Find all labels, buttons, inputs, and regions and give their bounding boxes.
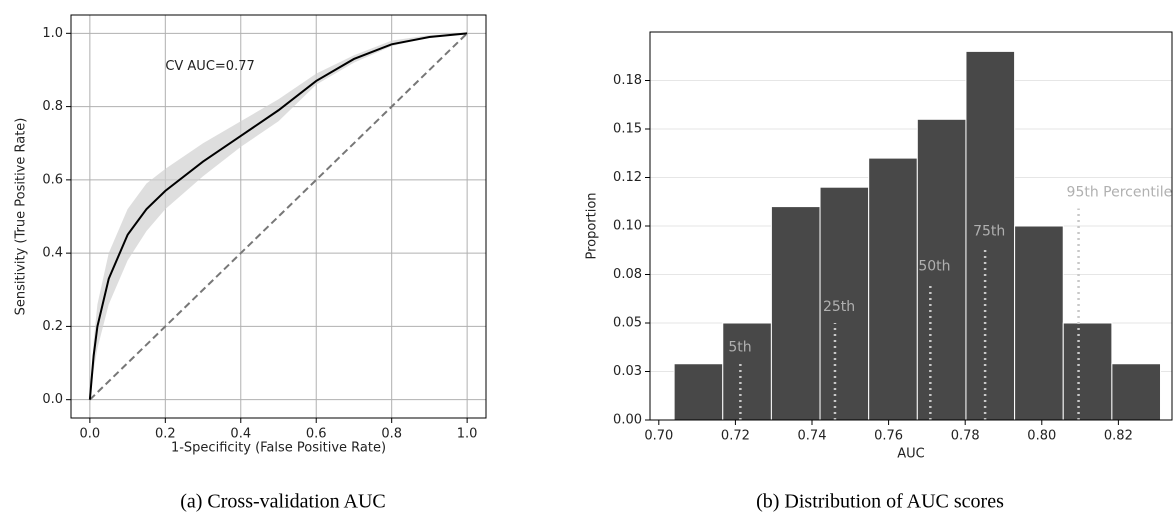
x-tick-label: 0.74 xyxy=(798,429,827,444)
y-tick-label: 0.10 xyxy=(613,219,642,234)
caption: (b) Distribution of AUC scores xyxy=(756,491,1004,513)
y-tick-label: 0.15 xyxy=(613,122,642,137)
bar xyxy=(770,206,821,421)
caption: (a) Cross-validation AUC xyxy=(180,491,386,513)
y-tick-label: 1.0 xyxy=(42,26,63,41)
x-tick-label: 0.8 xyxy=(381,427,402,442)
bar xyxy=(916,118,967,421)
x-tick-label: 1.0 xyxy=(457,427,478,442)
percentile-label: 50th xyxy=(918,258,950,274)
y-tick-label: 0.08 xyxy=(613,267,642,282)
x-tick-label: 0.78 xyxy=(951,429,980,444)
percentile-label: 75th xyxy=(973,223,1005,239)
plot-frame xyxy=(649,31,1173,421)
x-tick-label: 0.2 xyxy=(155,427,176,442)
annotation: CV AUC=0.77 xyxy=(165,59,254,74)
y-tick-label: 0.05 xyxy=(613,316,642,331)
x-tick-label: 0.6 xyxy=(306,427,327,442)
x-tick-label: 0.70 xyxy=(644,429,673,444)
x-tick-label: 0.4 xyxy=(230,427,251,442)
y-tick-label: 0.6 xyxy=(42,172,63,187)
y-axis-label: Sensitivity (True Positive Rate) xyxy=(14,118,29,316)
roc-curve xyxy=(88,32,468,400)
y-tick-label: 0.0 xyxy=(42,392,63,407)
bar xyxy=(1111,363,1162,421)
y-tick-label: 0.12 xyxy=(613,170,642,185)
x-tick-label: 0.80 xyxy=(1027,429,1056,444)
x-tick-label: 0.0 xyxy=(80,427,101,442)
x-tick-label: 0.76 xyxy=(874,429,903,444)
y-tick-label: 0.00 xyxy=(613,413,642,428)
bar xyxy=(722,322,772,421)
x-axis-label: 1-Specificity (False Positive Rate) xyxy=(171,441,386,456)
y-tick-label: 0.18 xyxy=(613,73,642,88)
y-tick-label: 0.4 xyxy=(42,246,63,261)
y-tick-label: 0.8 xyxy=(42,99,63,114)
bar xyxy=(819,186,870,421)
percentile-label: 25th xyxy=(823,299,855,315)
percentile-label: 95th Percentile xyxy=(1067,185,1173,201)
x-tick-label: 0.72 xyxy=(721,429,750,444)
bar xyxy=(965,50,1016,421)
y-axis-label: Proportion xyxy=(585,192,600,259)
x-axis-label: AUC xyxy=(897,447,925,462)
bar xyxy=(868,157,918,421)
bar xyxy=(1014,225,1064,421)
confidence-band xyxy=(89,33,468,400)
percentile-label: 5th xyxy=(728,340,751,356)
bar xyxy=(673,363,724,421)
y-tick-label: 0.03 xyxy=(613,364,642,379)
plot-frame xyxy=(70,14,487,419)
bar xyxy=(1062,322,1113,421)
x-tick-label: 0.82 xyxy=(1104,429,1133,444)
y-tick-label: 0.2 xyxy=(42,319,63,334)
